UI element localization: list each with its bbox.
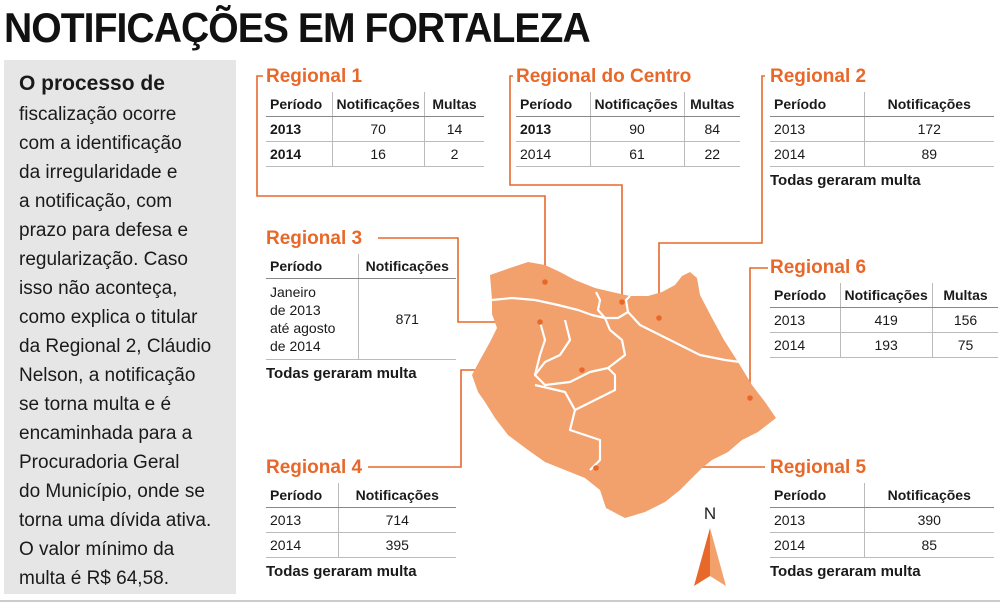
border-r4-r5 [534, 383, 602, 471]
regional3-table: Período Notificações Janeiro de 2013 até… [266, 254, 456, 360]
header-multas: Multas [683, 92, 740, 117]
panel-regional5: Regional 5 Período Notificações 2013 390… [770, 457, 994, 580]
panel-regional6: Regional 6 Período Notificações Multas 2… [770, 257, 999, 358]
dot-regional2 [656, 315, 662, 321]
panel-regional1: Regional 1 Período Notificações Multas 2… [266, 66, 485, 167]
city-area [472, 262, 776, 518]
header-periodo: Período [770, 92, 864, 117]
regional6-table: Período Notificações Multas 2013 419 156… [770, 283, 999, 358]
table-row: 2013 70 14 [266, 116, 485, 142]
header-notificacoes: Notificações [839, 283, 933, 308]
border-r3-r4 [533, 317, 627, 387]
regional4-table: Período Notificações 2013 714 2014 395 [266, 483, 456, 558]
panel-regional-centro: Regional do Centro Período Notificações … [516, 66, 740, 167]
regional1-table: Período Notificações Multas 2013 70 14 2… [266, 92, 485, 167]
regional1-title: Regional 1 [266, 66, 363, 87]
border-centro [595, 291, 631, 320]
dot-regional3 [537, 319, 543, 325]
compass: N [690, 504, 730, 588]
table-row: 2013 714 [266, 507, 456, 533]
header-multas: Multas [931, 283, 999, 308]
regional4-note: Todas geraram multa [266, 563, 417, 580]
header-notificacoes: Notificações [589, 92, 684, 117]
table-row: 2014 89 [770, 141, 994, 167]
table-row: 2013 172 [770, 116, 994, 142]
border-r6-r5 [574, 367, 617, 411]
header-notificacoes: Notificações [357, 254, 456, 279]
regional3-title: Regional 3 [266, 228, 363, 249]
page-title: NOTIFICAÇÕES EM FORTALEZA [4, 4, 591, 51]
table-row: 2014 395 [266, 532, 456, 558]
header-periodo: Período [266, 483, 338, 508]
compass-label: N [703, 504, 717, 523]
dot-regional5 [593, 465, 599, 471]
header-periodo: Período [266, 92, 332, 117]
header-periodo: Período [770, 483, 864, 508]
leader-line-regional6 [749, 267, 768, 398]
header-notificacoes: Notificações [337, 483, 456, 508]
header-notificacoes: Notificações [863, 483, 994, 508]
regional-centro-table: Período Notificações Multas 2013 90 84 2… [516, 92, 740, 167]
regional5-note: Todas geraram multa [770, 563, 921, 580]
regional4-title: Regional 4 [266, 457, 363, 478]
header-periodo: Período [266, 254, 358, 279]
leader-line-regional4 [368, 369, 582, 468]
sidebar-lead: O processo de [19, 72, 165, 95]
panel-regional3: Regional 3 Período Notificações Janeiro … [266, 228, 456, 382]
dot-regional1 [542, 279, 548, 285]
bottom-divider [0, 600, 1000, 602]
table-row: 2014 85 [770, 532, 994, 558]
regional2-title: Regional 2 [770, 66, 867, 87]
border-r3-west [533, 321, 547, 376]
header-periodo: Período [770, 283, 840, 308]
header-multas: Multas [423, 92, 485, 117]
regional5-table: Período Notificações 2013 390 2014 85 [770, 483, 994, 558]
sidebar-body: fiscalização ocorre com a identificação … [19, 104, 212, 589]
header-notificacoes: Notificações [331, 92, 425, 117]
regional2-note: Todas geraram multa [770, 172, 921, 189]
table-row: 2013 419 156 [770, 307, 999, 333]
regional-centro-title: Regional do Centro [516, 66, 692, 87]
border-r1-r3 [491, 296, 606, 320]
table-row: Janeiro de 2013 até agosto de 2014 871 [266, 278, 456, 360]
table-row: 2013 390 [770, 507, 994, 533]
sidebar-text-box: O processo de fiscalização ocorre com a … [4, 60, 236, 594]
dot-regional6 [747, 395, 753, 401]
table-row: 2014 61 22 [516, 141, 740, 167]
header-periodo: Período [516, 92, 590, 117]
header-notificacoes: Notificações [863, 92, 994, 117]
table-row: 2014 193 75 [770, 332, 999, 358]
regional2-table: Período Notificações 2013 172 2014 89 [770, 92, 994, 167]
panel-regional2: Regional 2 Período Notificações 2013 172… [770, 66, 994, 189]
dot-regional4 [579, 367, 585, 373]
table-row: 2014 16 2 [266, 141, 485, 167]
regional5-title: Regional 5 [770, 457, 867, 478]
table-row: 2013 90 84 [516, 116, 740, 142]
north-arrow-icon [694, 528, 726, 586]
regional6-title: Regional 6 [770, 257, 867, 278]
dot-regional-centro [619, 299, 625, 305]
border-r2-r6 [627, 311, 741, 364]
panel-regional4: Regional 4 Período Notificações 2013 714… [266, 457, 456, 580]
regional3-note: Todas geraram multa [266, 365, 417, 382]
